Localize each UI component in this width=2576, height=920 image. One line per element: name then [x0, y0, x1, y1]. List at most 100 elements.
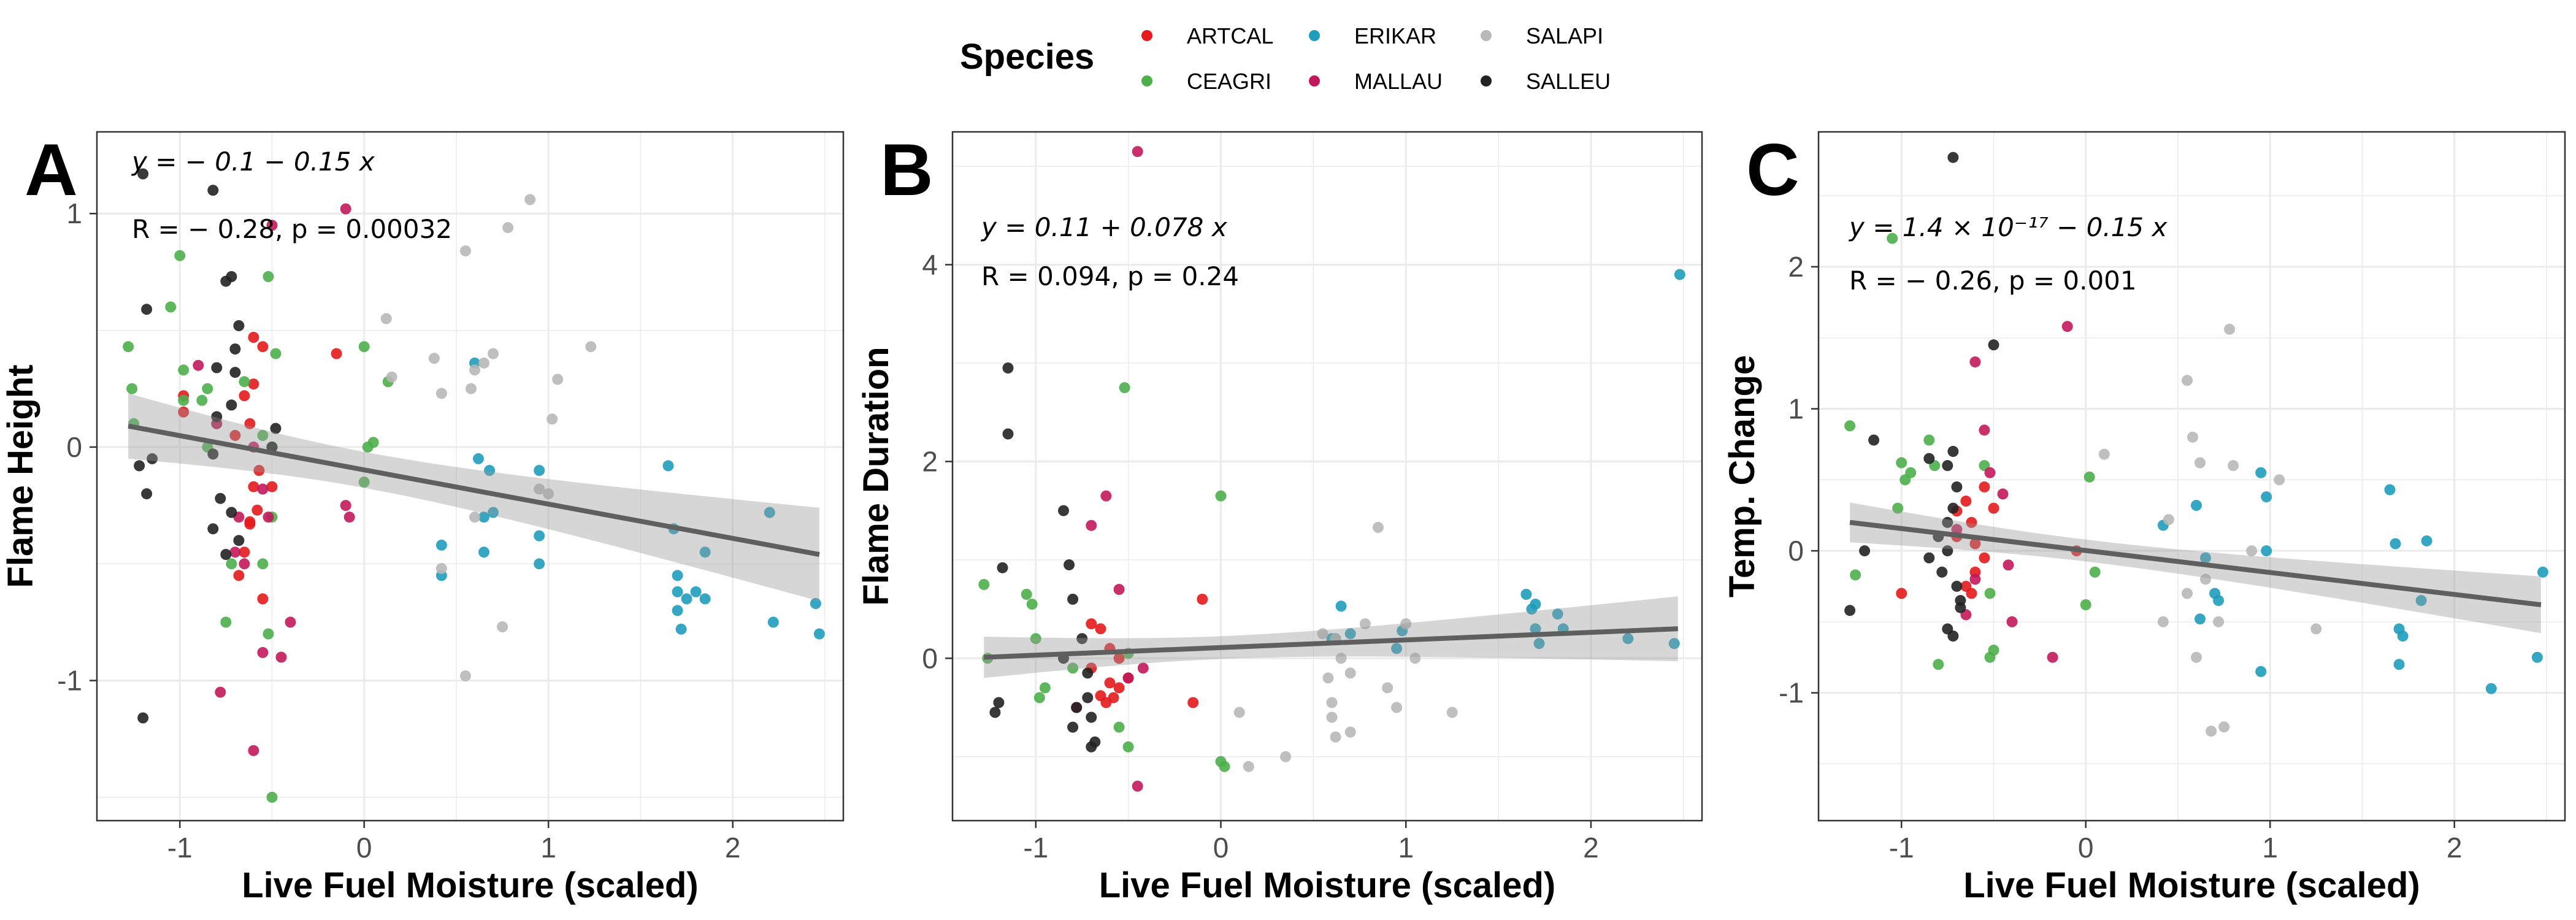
legend-label-ceagri: CEAGRI: [1187, 69, 1271, 94]
point-ceagri: [1039, 682, 1051, 694]
point-mallau: [1969, 573, 1981, 585]
panel-b-grid: [953, 132, 1702, 821]
point-salapi: [435, 388, 447, 399]
point-mallau: [275, 651, 287, 663]
point-mallau: [2006, 616, 2018, 627]
point-salapi: [2200, 573, 2211, 585]
point-salleu: [226, 271, 237, 282]
point-artcal: [1988, 502, 1999, 514]
point-artcal: [253, 465, 265, 476]
point-salleu: [1067, 594, 1079, 605]
point-erikar: [484, 465, 496, 476]
point-salleu: [141, 304, 153, 315]
point-mallau: [1984, 467, 1996, 478]
point-ceagri: [178, 364, 190, 376]
point-salleu: [233, 320, 245, 331]
x-tick-label: 0: [356, 832, 372, 864]
point-salapi: [2274, 474, 2285, 486]
point-salleu: [229, 367, 241, 378]
point-salapi: [2182, 375, 2193, 386]
point-ceagri: [1896, 457, 1907, 469]
point-ceagri: [165, 301, 177, 313]
y-tick-label: 0: [1788, 535, 1804, 567]
point-salapi: [435, 562, 447, 574]
regression-equation: y = 1.4 × 10⁻¹⁷ − 0.15 x: [1848, 212, 2168, 242]
point-erikar: [764, 507, 775, 518]
confidence-band: [1850, 502, 2541, 634]
point-ceagri: [196, 394, 208, 406]
point-mallau: [257, 483, 269, 495]
point-erikar: [810, 598, 821, 609]
point-ceagri: [270, 348, 282, 359]
point-ceagri: [1984, 588, 1996, 599]
point-salleu: [1942, 623, 1953, 635]
point-erikar: [2485, 683, 2497, 694]
y-tick-label: 2: [1788, 251, 1804, 283]
legend-title: Species: [960, 37, 1094, 77]
point-erikar: [1391, 643, 1403, 654]
point-salapi: [1335, 653, 1347, 664]
point-salapi: [1243, 761, 1254, 772]
point-salleu: [993, 697, 1005, 708]
point-ceagri: [1850, 569, 1861, 581]
point-artcal: [244, 516, 256, 527]
point-erikar: [2213, 595, 2225, 607]
point-erikar: [2195, 613, 2206, 625]
series-erikar: [2157, 467, 2548, 694]
point-salleu: [1947, 151, 1959, 163]
point-salleu: [1002, 362, 1014, 374]
point-salapi: [585, 341, 597, 353]
legend-key-salleu: [1481, 75, 1492, 86]
point-erikar: [534, 530, 545, 542]
point-salleu: [220, 549, 232, 560]
point-erikar: [2255, 665, 2267, 677]
point-salleu: [1067, 721, 1079, 733]
point-salleu: [207, 185, 219, 196]
point-mallau: [285, 616, 296, 628]
point-salleu: [1951, 580, 1963, 592]
legend-label-artcal: ARTCAL: [1187, 23, 1273, 48]
point-erikar: [2390, 538, 2401, 550]
point-salleu: [1082, 692, 1094, 703]
point-salapi: [1409, 653, 1421, 664]
point-salleu: [1951, 481, 1963, 493]
point-ceagri: [220, 616, 232, 628]
point-salapi: [2157, 616, 2169, 627]
point-mallau: [1132, 146, 1143, 158]
x-tick-label: 2: [2447, 832, 2463, 864]
point-artcal: [248, 481, 259, 493]
x-tick-label: 1: [2262, 832, 2278, 864]
point-erikar: [662, 460, 674, 472]
point-erikar: [2200, 552, 2211, 564]
point-mallau: [1132, 780, 1143, 792]
point-artcal: [178, 406, 190, 418]
point-salleu: [137, 168, 149, 180]
point-erikar: [2261, 545, 2272, 557]
point-salleu: [1082, 667, 1094, 679]
point-salleu: [989, 707, 1001, 718]
point-ceagri: [1067, 662, 1079, 674]
point-ceagri: [1119, 382, 1130, 394]
point-salapi: [1400, 618, 1412, 630]
point-salapi: [469, 512, 480, 523]
point-ceagri: [1923, 434, 1935, 446]
x-tick-label: -1: [167, 832, 193, 864]
point-salleu: [997, 562, 1008, 573]
point-mallau: [1100, 490, 1112, 502]
point-ceagri: [978, 579, 990, 590]
point-salapi: [380, 313, 392, 324]
point-erikar: [2537, 566, 2548, 578]
point-erikar: [2261, 491, 2272, 503]
x-axis-label: Live Fuel Moisture (scaled): [1963, 865, 2420, 905]
legend-key-mallau: [1309, 75, 1320, 86]
point-erikar: [1344, 628, 1356, 640]
panel-c: -1 0 1 2 -1 0 1 2 Live Fuel Moisture (scaled) Tem…: [1722, 129, 2566, 905]
series-ceagri: [123, 250, 394, 803]
series-salleu: [989, 362, 1101, 753]
point-erikar: [2397, 631, 2409, 642]
series-artcal: [1086, 594, 1208, 708]
point-ceagri: [2083, 471, 2095, 483]
point-erikar: [1335, 600, 1347, 612]
point-salleu: [1002, 428, 1014, 440]
